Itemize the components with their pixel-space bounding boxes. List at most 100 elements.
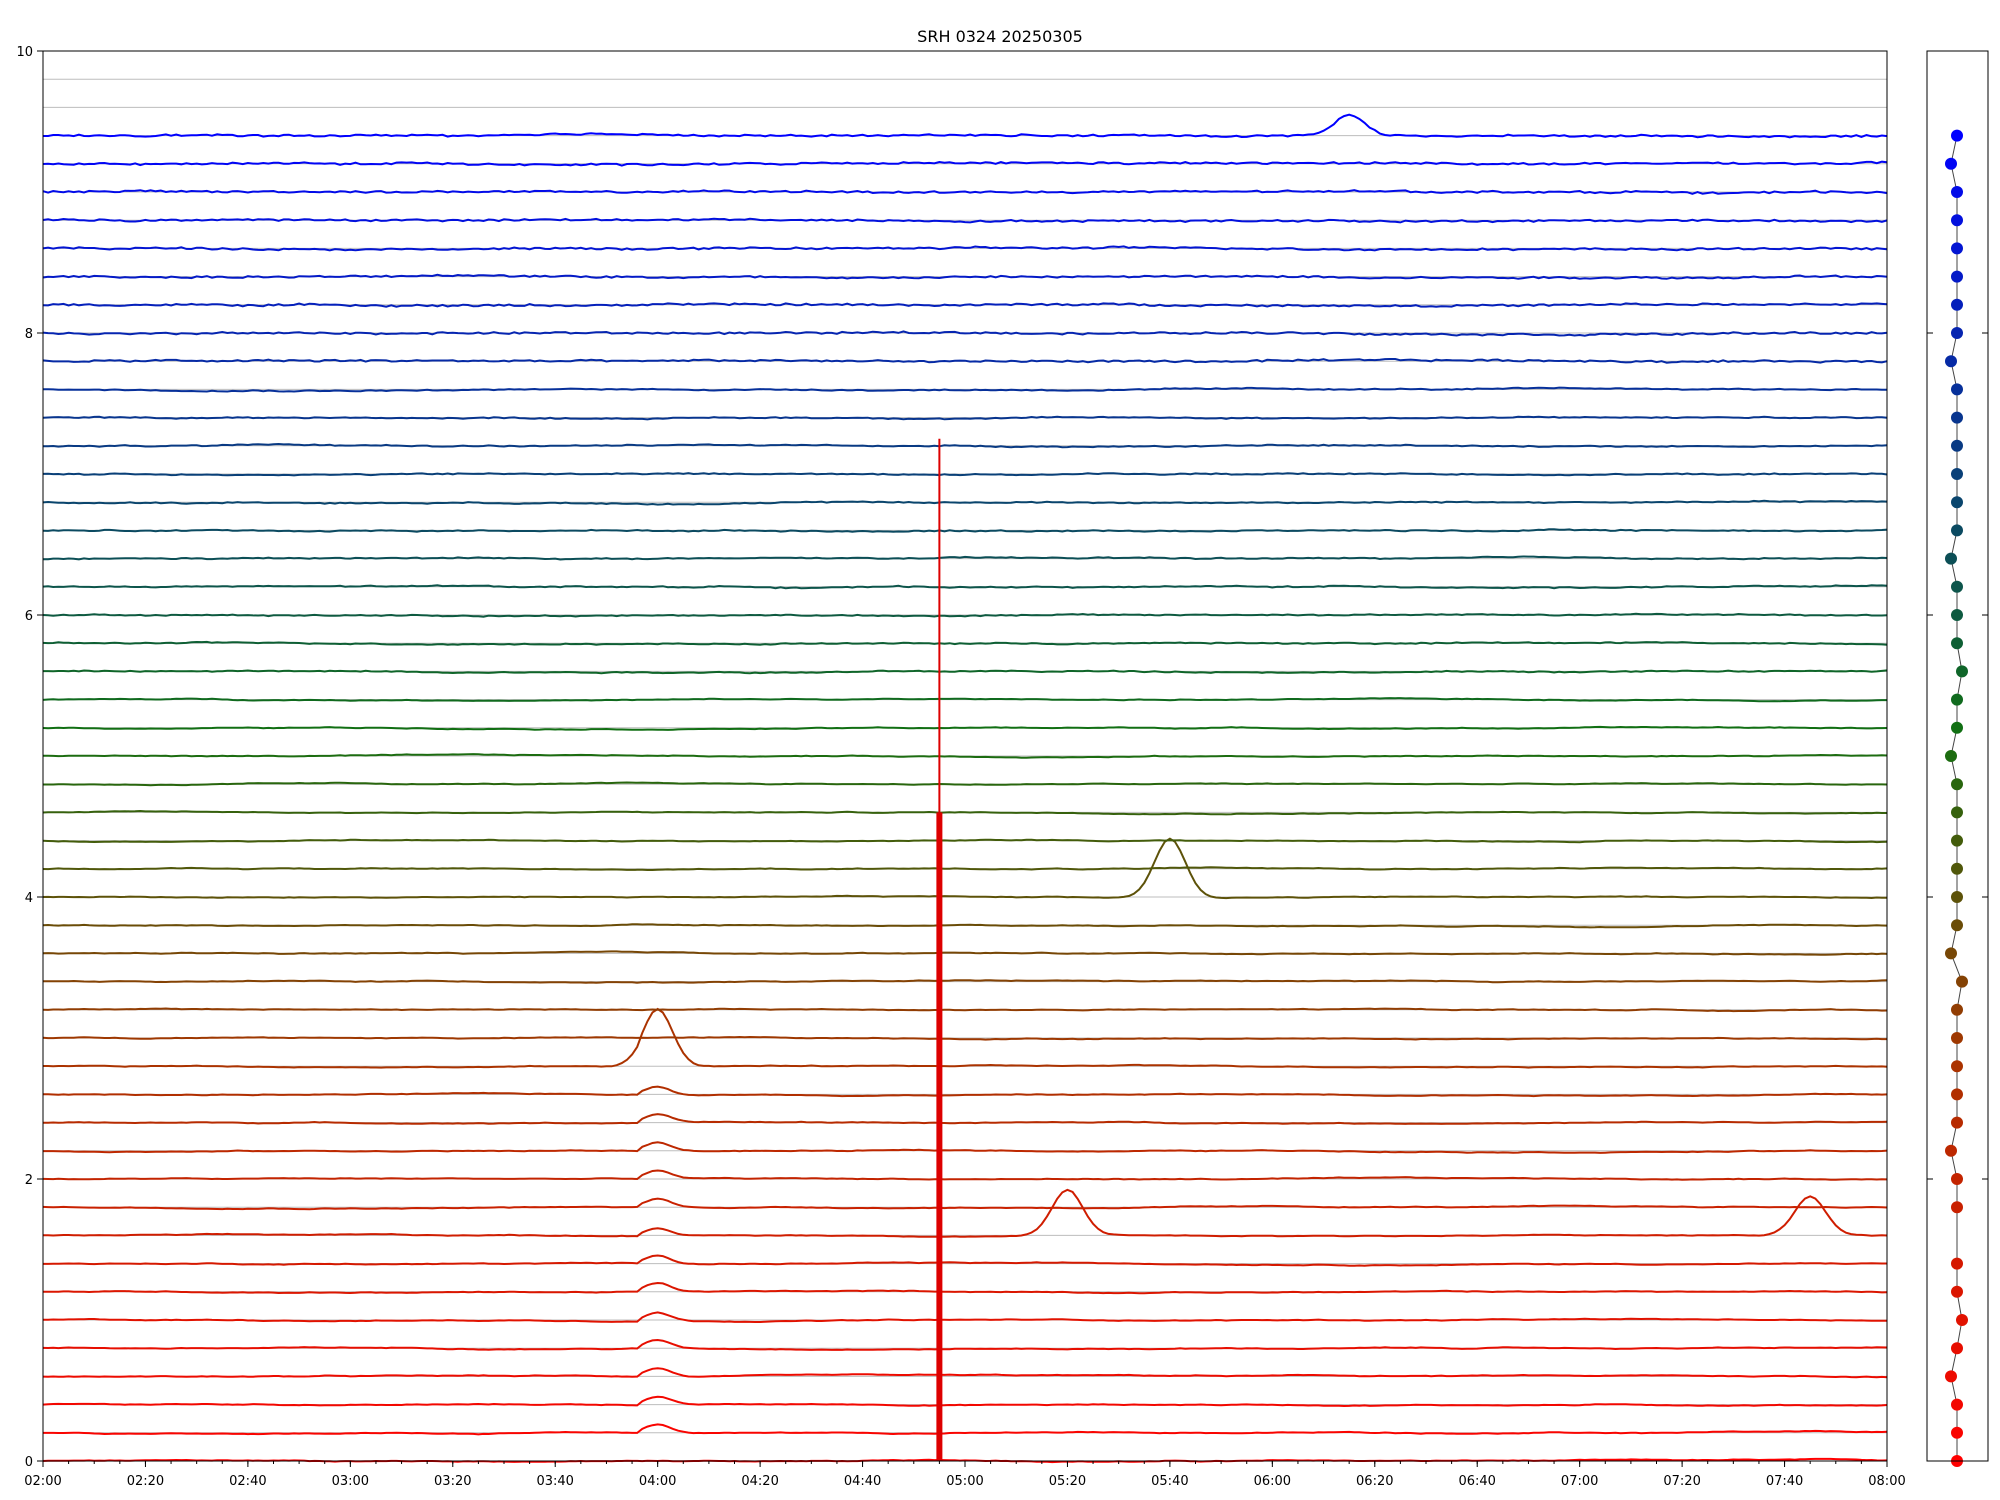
channel-trace [43,1423,1888,1436]
channel-trace [42,584,1888,590]
channel-trace [42,415,1888,421]
side-marker [1951,580,1963,593]
x-tick-label: 07:00 [1561,1474,1598,1489]
side-marker [1945,1144,1957,1157]
x-tick-label: 07:40 [1766,1474,1803,1489]
x-tick-label: 06:40 [1458,1474,1495,1489]
side-marker [1951,129,1963,142]
x-tick-label: 04:00 [639,1474,676,1489]
side-marker [1951,496,1963,509]
side-marker [1956,975,1968,988]
channel-trace [42,302,1888,308]
channel-trace [42,330,1888,337]
channel-trace [42,809,1887,816]
side-marker [1951,862,1963,875]
side-marker [1951,637,1963,650]
side-marker [1945,552,1957,565]
channels-layer [42,113,1888,1464]
side-marker [1945,355,1957,368]
channel-trace [42,753,1888,759]
channel-trace [42,472,1888,477]
channel-trace [43,1007,1888,1069]
x-tick-label: 06:20 [1356,1474,1393,1489]
x-tick-label: 05:40 [1151,1474,1188,1489]
x-tick-label: 03:20 [434,1474,471,1489]
x-tick-label: 04:40 [844,1474,881,1489]
side-marker [1951,1116,1963,1129]
channel-trace [42,528,1888,533]
channel-trace [42,1338,1888,1351]
x-tick-label: 04:20 [741,1474,778,1489]
side-marker [1951,214,1963,227]
spike-layer [936,438,943,1461]
channel-trace [42,697,1887,703]
channel-trace [42,640,1888,646]
side-marker [1945,157,1957,170]
side-marker [1951,186,1963,198]
channel-trace [43,113,1888,139]
x-tick-label: 02:00 [24,1474,61,1489]
side-marker [1951,778,1963,791]
channel-trace [43,1141,1888,1154]
side-marker [1951,609,1963,621]
channel-trace [43,781,1888,787]
x-tick-label: 05:00 [946,1474,983,1489]
channel-trace [42,1113,1888,1125]
side-panel [1926,50,1989,1467]
side-marker [1956,665,1968,678]
side-marker [1951,806,1963,819]
side-marker [1951,1257,1963,1270]
channel-trace [42,950,1888,956]
side-marker [1951,383,1963,396]
side-marker [1951,1173,1963,1185]
chart-title: SRH 0324 20250305 [917,27,1083,46]
x-tick-label: 02:20 [127,1474,164,1489]
channel-trace [43,1254,1887,1267]
side-marker [1956,1314,1968,1326]
side-marker [1945,947,1957,960]
channel-trace [42,358,1888,364]
side-marker [1951,834,1963,847]
channel-trace [42,866,1888,871]
channel-trace [42,1197,1888,1211]
side-marker [1951,1342,1963,1355]
side-marker [1951,270,1963,283]
channel-trace [42,837,1888,900]
channel-trace [42,838,1888,844]
x-tick-label: 07:20 [1663,1474,1700,1489]
channel-trace [43,669,1888,675]
channel-trace [42,1035,1887,1041]
channel-trace [42,1169,1888,1181]
side-panel-ticks [1927,50,1988,1462]
side-marker [1951,693,1963,706]
side-marker [1951,1426,1963,1439]
channel-trace [42,245,1888,252]
main-plot: 02:00 02:20 02:40 03:00 03:20 03:40 04:00 04:20… [16,45,1905,1489]
channel-trace [42,273,1888,280]
x-tick-label: 03:40 [536,1474,573,1489]
side-marker [1951,524,1963,537]
side-marker [1951,298,1963,311]
channel-trace [42,1311,1888,1323]
side-marker [1951,1398,1963,1411]
spike-band [936,812,943,1461]
channel-trace [42,1395,1888,1408]
side-marker [1951,242,1963,255]
side-panel-frame [1926,50,1989,1462]
y-tick-label: 4 [25,891,33,906]
y-tick-label: 6 [25,609,33,624]
x-tick-label: 06:00 [1254,1474,1291,1489]
side-marker [1945,1370,1957,1383]
channel-trace [42,189,1888,195]
x-tick-label: 02:40 [229,1474,266,1489]
side-marker [1951,468,1963,480]
side-marker [1951,439,1963,452]
side-marker [1951,1060,1963,1073]
channel-trace [42,217,1888,224]
x-tick-label: 05:20 [1049,1474,1086,1489]
side-marker [1951,1032,1963,1044]
channel-trace [43,1281,1888,1295]
x-tick-label: 08:00 [1868,1474,1905,1489]
